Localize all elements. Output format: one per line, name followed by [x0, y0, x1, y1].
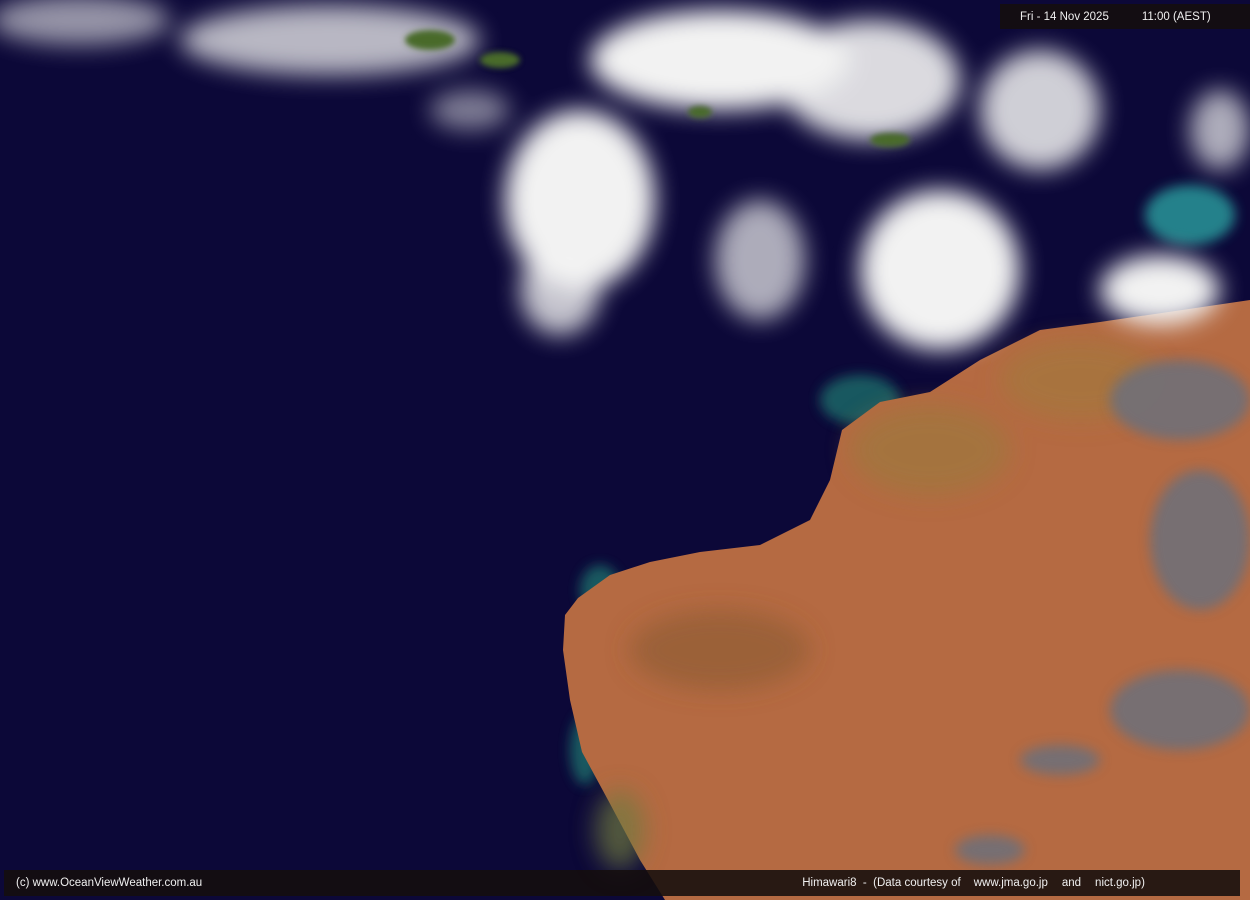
- copyright-text: (c) www.OceanViewWeather.com.au: [16, 877, 203, 889]
- time-label: 11:00 (AEST): [1141, 10, 1211, 23]
- islands: [405, 30, 910, 147]
- cloud-cover: [0, 0, 1250, 350]
- timestamp-bar: Fri - 14 Nov 2025 11:00 (AEST): [1000, 4, 1250, 29]
- credits-bar: (c) www.OceanViewWeather.com.au Himawari…: [4, 870, 1240, 896]
- overland-clouds: [955, 360, 1250, 865]
- nict-link[interactable]: nict.go.jp): [1095, 877, 1145, 889]
- land-texture: [595, 340, 1160, 870]
- and-text: and: [1061, 877, 1082, 889]
- jma-link[interactable]: www.jma.go.jp: [973, 877, 1048, 889]
- satellite-credit: Himawari8 - (Data courtesy of: [802, 877, 961, 889]
- date-label: Fri - 14 Nov 2025: [1020, 10, 1109, 23]
